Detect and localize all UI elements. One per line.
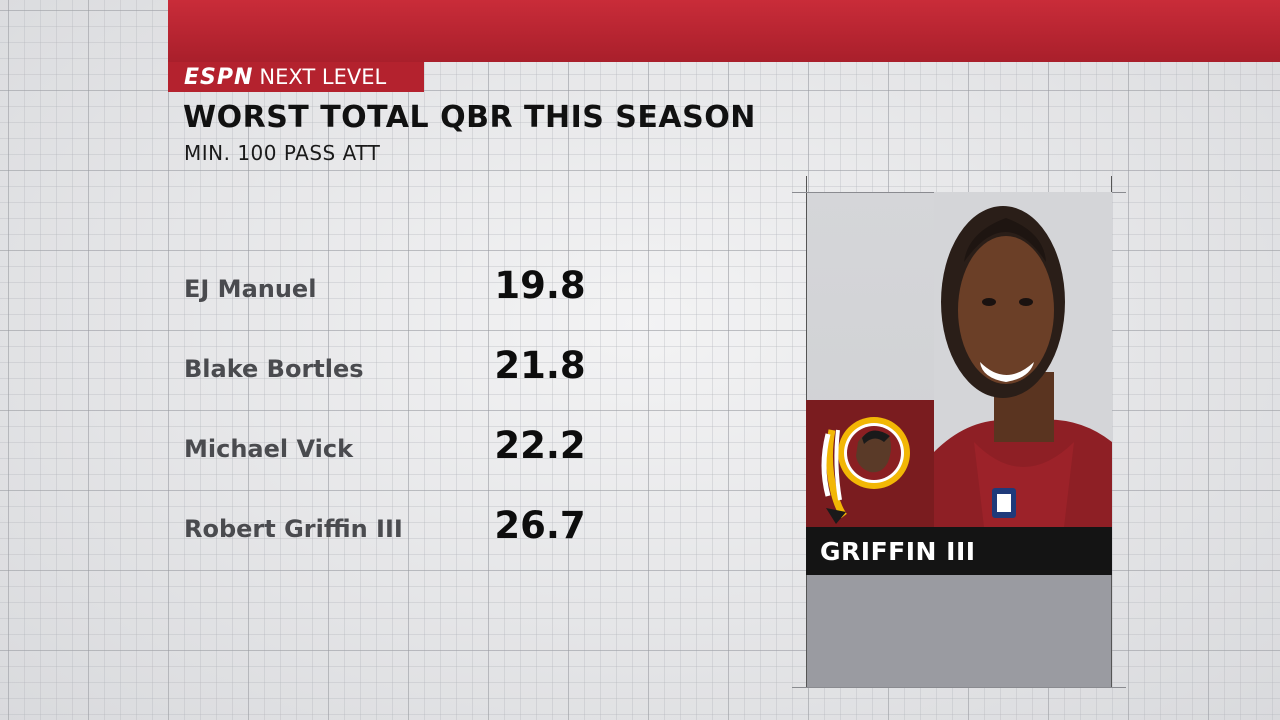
team-logo-icon (821, 417, 910, 524)
player-qbr-4: 26.7 (494, 504, 586, 547)
card-frame-bottom (792, 687, 1126, 688)
player-qbr-2: 21.8 (494, 344, 586, 387)
player-name-bar: GRIFFIN III (806, 527, 1112, 575)
player-qbr-3: 22.2 (494, 424, 586, 467)
team-logo-box (806, 400, 934, 527)
page-subtitle: MIN. 100 PASS ATT (184, 141, 381, 165)
top-red-band (168, 0, 1280, 62)
espn-logo: ESPN (184, 64, 254, 90)
player-name-1: EJ Manuel (184, 275, 317, 303)
player-name-2: Blake Bortles (184, 355, 364, 383)
brand-tab: ESPN NEXT LEVEL (168, 62, 424, 92)
player-name-4: Robert Griffin III (184, 515, 403, 543)
segment-name: NEXT LEVEL (259, 65, 387, 89)
player-name-3: Michael Vick (184, 435, 354, 463)
player-headshot-icon (934, 192, 1112, 527)
player-card-lower-panel (806, 575, 1112, 687)
player-qbr-1: 19.8 (494, 264, 586, 307)
page-title: WORST TOTAL QBR THIS SEASON (183, 100, 756, 135)
